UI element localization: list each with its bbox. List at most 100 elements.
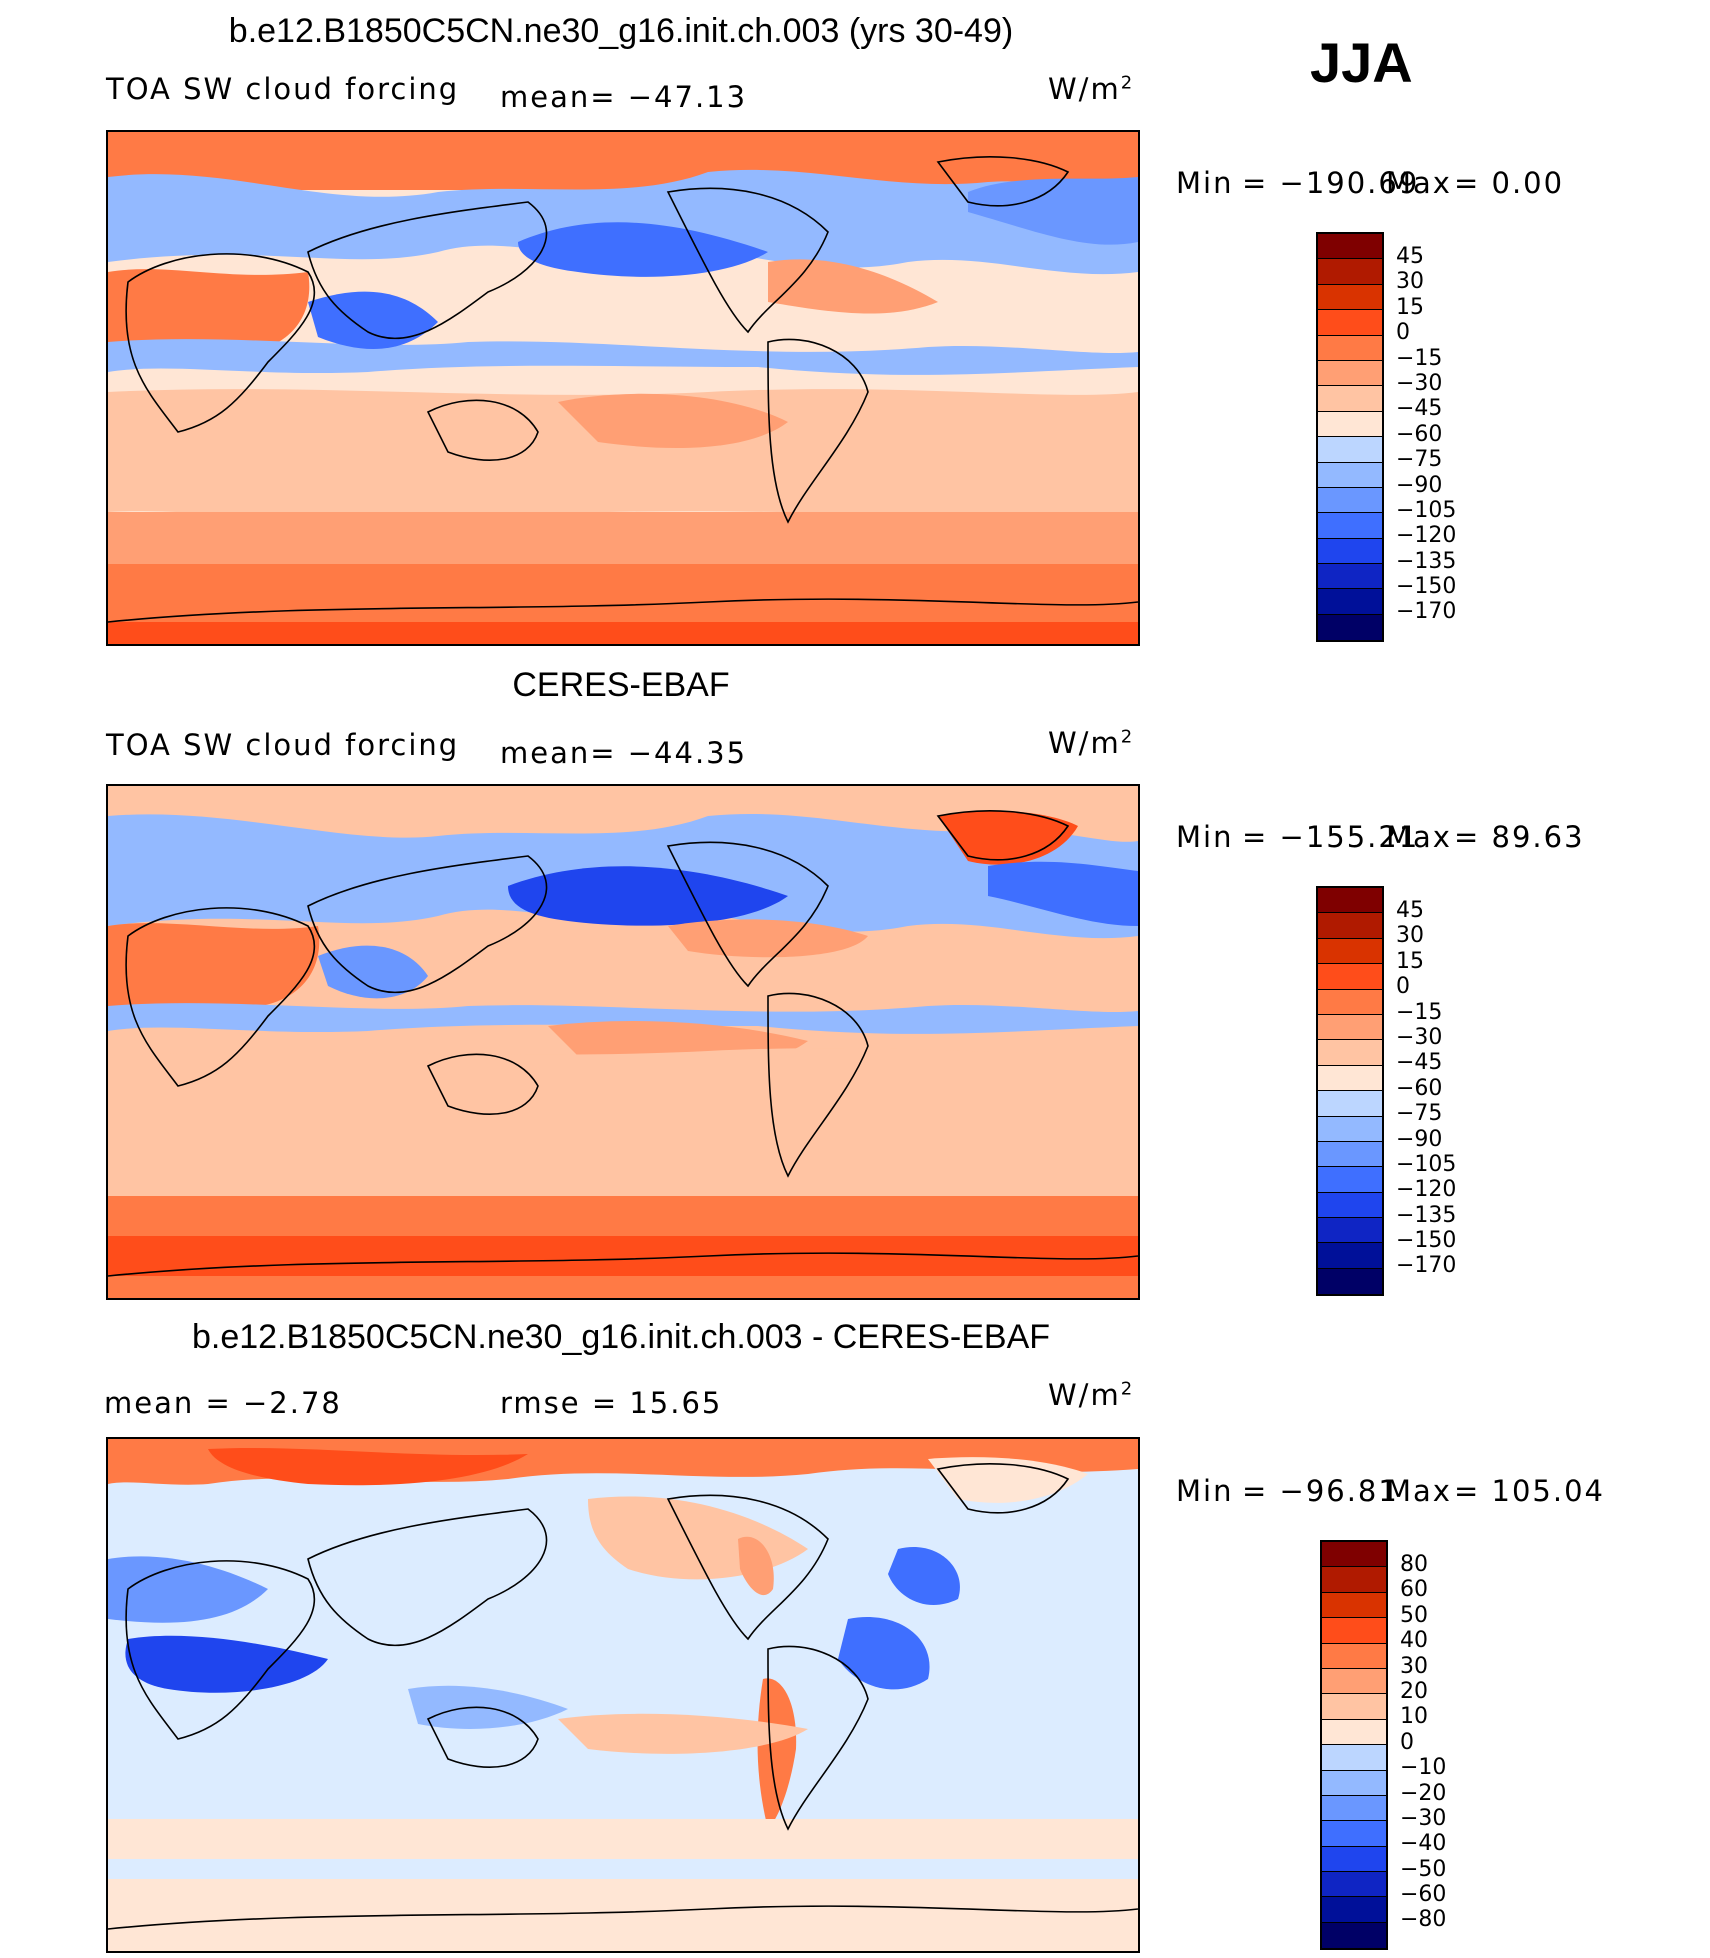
- panel2-colorbar-swatch: [1318, 964, 1382, 990]
- panel3-africa-negative: [125, 1635, 328, 1693]
- panel1-colorbar-tick-label: −105: [1396, 497, 1457, 523]
- panel3-colorbar-tick-label: 10: [1400, 1704, 1428, 1730]
- panel2-colorbar-swatch: [1318, 1268, 1382, 1295]
- panel2-colorbar-swatch: [1318, 1116, 1382, 1142]
- panel1-colorbar-tick-label: 30: [1396, 269, 1424, 295]
- panel3-colorbar-tick-label: −30: [1400, 1805, 1447, 1831]
- panel2-colorbar-tick-label: 30: [1396, 923, 1424, 949]
- panel1-min-label: Min: [1176, 166, 1234, 200]
- panel3-units-sup: 2: [1120, 1378, 1135, 1400]
- panel3-colorbar-swatch: [1322, 1643, 1386, 1669]
- panel1-units-sup: 2: [1120, 72, 1135, 94]
- panel2-colorbar-tick-label: 15: [1396, 948, 1424, 974]
- panel1-title: b.e12.B1850C5CN.ne30_g16.init.ch.003 (yr…: [228, 12, 1014, 50]
- panel2-north-africa-clear: [108, 923, 320, 1019]
- panel1-units: W/m2: [1048, 72, 1134, 106]
- panel2-colorbar-swatch: [1318, 1065, 1382, 1092]
- panel3-southern-band: [108, 1819, 1138, 1859]
- panel3-map-svg: [108, 1439, 1138, 1951]
- panel2-colorbar-swatch: [1318, 888, 1382, 914]
- panel2-title: CERES-EBAF: [512, 666, 730, 704]
- panel3-colorbar-ticks: 80 60 50 40 30 20 10 0 −10 −20 −30 −40 −50 −60 −80: [1400, 1552, 1446, 1933]
- panel2-north-pacific-cloud: [508, 866, 788, 926]
- panel1-north-atlantic-cloud: [968, 177, 1138, 245]
- panel3-california-positive: [738, 1536, 774, 1596]
- panel2-colorbar-swatch: [1318, 989, 1382, 1015]
- panel1-max-label: Max: [1386, 166, 1452, 200]
- panel2-colorbar-tick-label: −45: [1396, 1050, 1443, 1076]
- panel1-colorbar-tick-label: 0: [1396, 320, 1410, 346]
- panel2-units-text: W/m: [1048, 726, 1121, 760]
- panel3-min-label: Min: [1176, 1474, 1234, 1508]
- panel1-colorbar-tick-label: −135: [1396, 548, 1457, 574]
- panel1-colorbar-tick-label: 15: [1396, 294, 1424, 320]
- panel3-colorbar-swatch: [1322, 1694, 1386, 1720]
- panel3-colorbar-swatch: [1322, 1897, 1386, 1923]
- panel1-south-pacific-strato: [558, 393, 788, 448]
- panel3-colorbar-swatch: [1322, 1795, 1386, 1822]
- panel3-colorbar-swatch: [1322, 1567, 1386, 1593]
- panel1-colorbar-tick-label: 45: [1396, 244, 1424, 269]
- panel2-colorbar-tick-label: −90: [1396, 1126, 1443, 1152]
- panel1-subtropical-south: [108, 389, 1138, 520]
- panel2-greenland: [938, 810, 1078, 865]
- panel1-min-value: = −190.69: [1242, 166, 1420, 200]
- panel2-colorbar-tick-label: −75: [1396, 1101, 1443, 1127]
- panel1-colorbar-tick-label: −150: [1396, 574, 1457, 600]
- panel2-colorbar-tick-label: −30: [1396, 1024, 1443, 1050]
- panel2-colorbar-swatch: [1318, 1167, 1382, 1193]
- panel2-map: [106, 784, 1140, 1300]
- panel2-monsoon: [318, 945, 428, 999]
- panel1-map-svg: [108, 132, 1138, 644]
- panel3-colorbar-swatch: [1322, 1719, 1386, 1746]
- panel3-colorbar-swatch: [1322, 1821, 1386, 1847]
- panel3-colorbar: [1320, 1540, 1388, 1951]
- panel1-colorbar-swatch: [1318, 234, 1382, 260]
- panel2-colorbar-tick-label: −135: [1396, 1202, 1457, 1228]
- panel2-colorbar-swatch: [1318, 1243, 1382, 1269]
- panel1-colorbar-swatch: [1318, 538, 1382, 565]
- panel2-map-svg: [108, 786, 1138, 1298]
- panel2-min-label: Min: [1176, 820, 1234, 854]
- panel2-colorbar-swatch: [1318, 1014, 1382, 1041]
- panel3-colorbar-swatch: [1322, 1618, 1386, 1644]
- panel3-colorbar-tick-label: 30: [1400, 1653, 1428, 1679]
- panel2-antarctic-band: [108, 1276, 1138, 1298]
- panel1-colorbar-swatch: [1318, 564, 1382, 590]
- panel3-colorbar-tick-label: 20: [1400, 1678, 1428, 1704]
- panel2-colorbar-swatch: [1318, 1141, 1382, 1168]
- panel2-na-land: [668, 919, 868, 958]
- panel2-colorbar-ticks: 45 30 15 0 −15 −30 −45 −60 −75 −90 −105 −120 −135 −15…: [1396, 898, 1456, 1279]
- panel1-southern-band-1: [108, 512, 1138, 564]
- panel2-units-sup: 2: [1120, 726, 1135, 748]
- panel1-colorbar-swatch: [1318, 360, 1382, 387]
- season-label: JJA: [1310, 31, 1413, 94]
- panel2-colorbar-swatch: [1318, 1218, 1382, 1244]
- panel3-arctic-strong: [208, 1447, 528, 1486]
- panel3-map: [106, 1437, 1140, 1953]
- panel1-colorbar-swatch: [1318, 386, 1382, 412]
- panel2-colorbar-tick-label: −105: [1396, 1151, 1457, 1177]
- panel1-east-pacific-strato: [768, 259, 938, 314]
- panel2-max-value: = 89.63: [1454, 820, 1585, 854]
- panel3-na-negative: [888, 1547, 960, 1605]
- panel3-title: b.e12.B1850C5CN.ne30_g16.init.ch.003 - C…: [191, 1318, 1051, 1356]
- panel2-left-label: TOA SW cloud forcing: [106, 728, 460, 762]
- panel2-units: W/m2: [1048, 726, 1134, 760]
- panel2-colorbar-tick-label: 0: [1396, 974, 1410, 1000]
- panel3-colorbar-swatch: [1322, 1770, 1386, 1796]
- panel1-colorbar-swatch: [1318, 513, 1382, 539]
- panel1-colorbar-swatch: [1318, 462, 1382, 488]
- panel2-min-value: = −155.21: [1242, 820, 1420, 854]
- panel1-colorbar-tick-label: −75: [1396, 447, 1443, 473]
- panel3-colorbar-swatch: [1322, 1542, 1386, 1568]
- panel1-coastlines: [108, 156, 1138, 623]
- panel3-max-value: = 105.04: [1454, 1474, 1605, 1508]
- panel1-colorbar-tick-label: −60: [1396, 421, 1443, 447]
- panel3-colorbar-tick-label: 80: [1400, 1552, 1428, 1577]
- panel1-colorbar-tick-label: −170: [1396, 599, 1457, 625]
- panel2-colorbar-swatch: [1318, 913, 1382, 939]
- panel2-colorbar-swatch: [1318, 1040, 1382, 1066]
- panel1-max-value: = 0.00: [1454, 166, 1565, 200]
- panel1-colorbar-swatch: [1318, 487, 1382, 514]
